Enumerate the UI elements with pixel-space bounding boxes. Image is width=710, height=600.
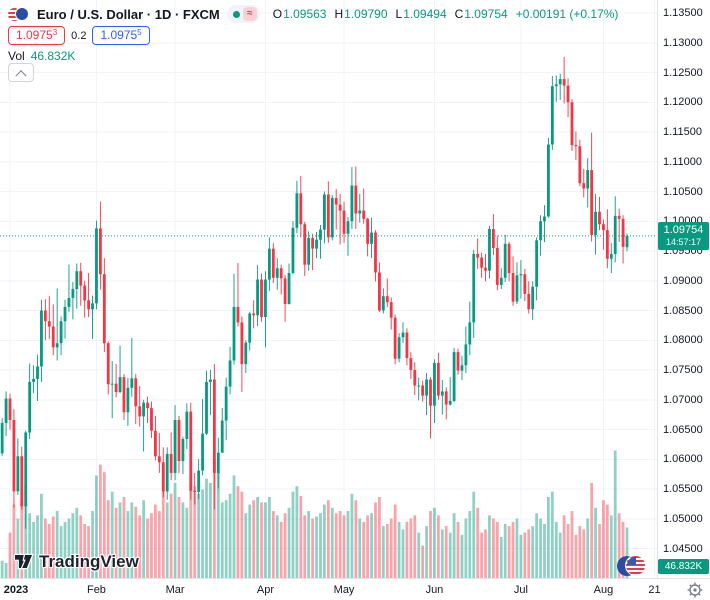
countdown-timer: 14:57:17	[665, 237, 702, 248]
close-label: C	[454, 7, 464, 21]
spread-value: 0.2	[71, 29, 87, 42]
low-value: 1.09494	[403, 7, 447, 21]
low-label: L	[395, 7, 403, 21]
sell-bid-button[interactable]: 1.09753	[8, 26, 66, 45]
tradingview-wordmark: TradingView	[39, 551, 139, 571]
symbol-pair-logo	[617, 554, 647, 578]
close-value: 1.09754	[464, 7, 508, 21]
last-price: 1.09754	[663, 224, 704, 237]
us-flag-canton	[627, 557, 636, 565]
high-value: 1.09790	[344, 7, 388, 21]
symbol-status-pill: ≈	[226, 5, 260, 23]
change-value: +0.00191 (+0.17%)	[515, 7, 619, 21]
us-flag-icon	[625, 555, 646, 576]
pair-flags-icon	[8, 6, 30, 22]
forex-market-icon[interactable]: ≈	[242, 7, 257, 21]
tradingview-logo[interactable]: TradingView	[13, 551, 139, 572]
volume-indicator-label: Vol	[8, 49, 25, 63]
eu-flag-icon	[15, 6, 29, 21]
open-value: 1.09563	[283, 7, 327, 21]
pane-collapse-button[interactable]	[8, 63, 34, 82]
symbol-title[interactable]: Euro / U.S. Dollar · 1D · FXCM	[37, 6, 220, 22]
volume-indicator-value: 46.832K	[30, 49, 76, 63]
bid-ask-row: 1.09753 0.2 1.09755	[8, 26, 150, 45]
chart-legend: Euro / U.S. Dollar · 1D · FXCM ≈ O 1.0956…	[8, 5, 618, 23]
ask-price-sup: 5	[137, 28, 142, 37]
open-label: O	[272, 7, 283, 21]
tradingview-mark-icon	[13, 553, 34, 570]
volume-badge: 46.832K	[658, 559, 709, 574]
ohlc-readout: O 1.09563 H 1.09790 L 1.09494 C 1.09754 +0.0…	[273, 7, 619, 21]
volume-badge-value: 46.832K	[664, 561, 703, 572]
chevron-up-icon	[15, 69, 27, 81]
market-open-dot-icon[interactable]	[232, 10, 240, 18]
buy-ask-button[interactable]: 1.09755	[92, 26, 150, 45]
last-price-badge: 1.09754 14:57:17	[658, 221, 709, 250]
high-label: H	[334, 7, 344, 21]
volume-indicator-legend[interactable]: Vol 46.832K	[8, 49, 75, 63]
ask-price: 1.0975	[100, 28, 138, 42]
gear-icon[interactable]	[687, 582, 703, 598]
bid-price-sup: 3	[52, 28, 58, 37]
bid-price: 1.0975	[16, 28, 53, 42]
